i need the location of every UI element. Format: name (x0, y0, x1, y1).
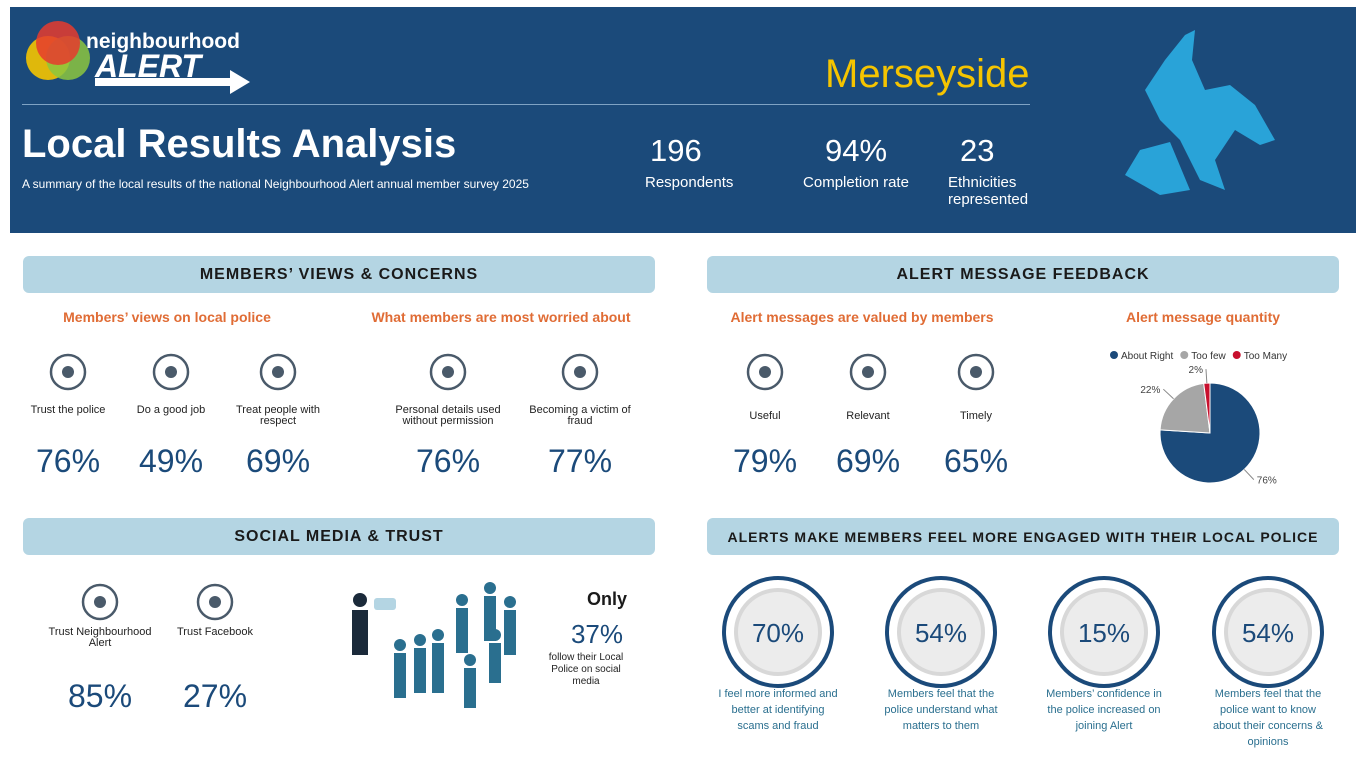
subtitle: A summary of the local results of the na… (22, 177, 529, 191)
legend-label: Too few (1191, 351, 1226, 362)
stat-label: Completion rate (803, 174, 909, 191)
engaged-label: Members feel that the police want to kno… (1212, 688, 1324, 748)
stat-label: Do a good job (136, 404, 206, 416)
subheading: Members’ views on local police (63, 309, 271, 325)
engaged-label: I feel more informed and better at ident… (718, 688, 838, 732)
follow-value: 37% (570, 619, 624, 649)
stat-value: 77% (547, 443, 613, 479)
logo-top: neighbourhood (86, 30, 240, 53)
icon (561, 353, 599, 391)
icon (957, 353, 995, 391)
stat-value: 85% (67, 678, 133, 714)
icon (259, 353, 297, 391)
section-heading: SOCIAL MEDIA & TRUST (23, 518, 655, 555)
ring (885, 576, 997, 688)
logo-arrow (95, 70, 250, 94)
police-figures (352, 582, 516, 708)
stat-value: 69% (835, 443, 901, 479)
stat-value: 23 (960, 133, 995, 168)
region-map (1125, 30, 1275, 195)
ring (1212, 576, 1324, 688)
stat-label: Useful (749, 410, 781, 422)
pie-slice (1159, 382, 1211, 434)
stat-value: 76% (415, 443, 481, 479)
legend-label: Too Many (1244, 351, 1287, 362)
icon (196, 583, 234, 621)
leader-line (1205, 369, 1208, 384)
ring (1048, 576, 1160, 688)
header-panel (10, 7, 1356, 233)
subheading: Alert message quantity (1125, 309, 1281, 325)
stat-value: 94% (824, 133, 888, 168)
engaged-value: 54% (914, 618, 968, 648)
section-heading: MEMBERS’ VIEWS & CONCERNS (23, 256, 655, 293)
stat-label: Becoming a victim of fraud (529, 404, 631, 427)
title: Local Results Analysis (22, 122, 457, 166)
stat-value: 79% (732, 443, 798, 479)
stat-value: 49% (138, 443, 204, 479)
subheading: What members are most worried about (371, 309, 631, 325)
logo-mark (26, 21, 90, 80)
follow-label: follow their Local Police on social medi… (548, 652, 624, 687)
leader-line (1243, 469, 1255, 480)
icon (429, 353, 467, 391)
legend-swatch (1180, 351, 1189, 359)
stat-label: Ethnicities represented (948, 174, 1029, 208)
engaged-value: 15% (1077, 618, 1131, 648)
slice-label: 76% (1257, 476, 1277, 487)
stat-label: Timely (960, 410, 992, 422)
ring (722, 576, 834, 688)
icon (81, 583, 119, 621)
engaged-label: Members feel that the police understand … (884, 688, 998, 732)
engaged-label: Members’ confidence in the police increa… (1046, 688, 1162, 732)
stat-label: Personal details used without permission (395, 404, 501, 427)
icon (152, 353, 190, 391)
stat-value: 27% (182, 678, 248, 714)
only-label: Only (587, 589, 628, 609)
stat-value: 65% (943, 443, 1009, 479)
slice-label: 22% (1140, 385, 1160, 396)
stat-label: Relevant (846, 410, 890, 422)
stat-label: Trust Facebook (176, 626, 253, 638)
icon (849, 353, 887, 391)
legend-swatch (1110, 351, 1118, 359)
slice-label: 2% (1189, 365, 1204, 376)
legend-swatch (1232, 351, 1241, 359)
icon (746, 353, 784, 391)
subheading: Alert messages are valued by members (730, 309, 994, 325)
section-heading: ALERT MESSAGE FEEDBACK (707, 256, 1339, 293)
pie-chart: About Right Too few Too Many 76% 22% 2% (1110, 351, 1287, 487)
stat-label: Trust the police (30, 404, 106, 416)
stat-label: Trust Neighbourhood Alert (48, 626, 152, 649)
stat-value: 69% (245, 443, 311, 479)
stat-label: Treat people with respect (236, 404, 320, 427)
leader-line (1163, 388, 1174, 400)
stat-label: Respondents (645, 174, 734, 191)
section-heading: ALERTS MAKE MEMBERS FEEL MORE ENGAGED WI… (707, 518, 1339, 555)
engaged-value: 54% (1241, 618, 1295, 648)
divider (22, 104, 1030, 105)
stat-value: 76% (35, 443, 101, 479)
stat-value: 196 (650, 133, 702, 168)
legend-label: About Right (1121, 351, 1173, 362)
region: Merseyside (825, 52, 1030, 96)
icon (49, 353, 87, 391)
engaged-value: 70% (751, 618, 805, 648)
